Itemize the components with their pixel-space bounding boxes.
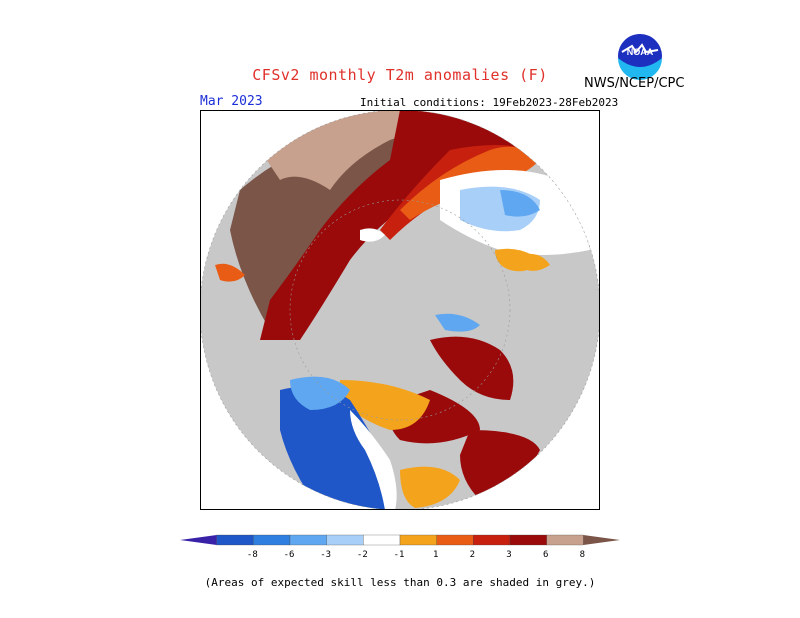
colorbar-swatch — [289, 534, 327, 546]
colorbar-tick-label: -1 — [394, 550, 405, 560]
latitude-circle-inner — [289, 199, 511, 421]
colorbar-swatch — [509, 534, 547, 546]
colorbar-tick-label: 2 — [470, 550, 475, 560]
colorbar-swatch — [399, 534, 437, 546]
chart-title: CFSv2 monthly T2m anomalies (F) — [252, 66, 548, 84]
colorbar-tick-label: -6 — [284, 550, 295, 560]
colorbar-tick-label: -2 — [357, 550, 368, 560]
polar-anomaly-map — [200, 110, 600, 510]
anomaly-region-blue-alaska — [290, 376, 350, 410]
anomaly-region-orange-ne — [520, 253, 550, 271]
anomaly-region-orange-east — [400, 466, 460, 508]
colorbar-swatch — [436, 534, 474, 546]
anomaly-region-quebec — [460, 430, 540, 500]
anomaly-region-blue-arctic — [435, 313, 480, 332]
initial-conditions: Initial conditions: 19Feb2023-28Feb2023 — [360, 96, 619, 109]
colorbar-tick-label: -8 — [247, 550, 258, 560]
anomaly-region-orange-canada — [340, 380, 430, 430]
colorbar-arrow-left — [180, 535, 217, 545]
map-frame — [200, 110, 600, 510]
colorbar: -8 -6 -3 -2 -1 1 2 3 6 8 — [180, 534, 620, 560]
colorbar-swatch — [216, 534, 254, 546]
colorbar-arrow-right — [583, 535, 620, 545]
anomaly-region-orange-west — [215, 263, 245, 282]
anomaly-region-near-normal-small — [360, 228, 385, 242]
colorbar-tick-label: 8 — [580, 550, 585, 560]
footnote: (Areas of expected skill less than 0.3 a… — [204, 576, 596, 589]
agency-label: NWS/NCEP/CPC — [584, 76, 685, 91]
anomaly-region-white-strip — [350, 410, 397, 510]
colorbar-swatch — [473, 534, 511, 546]
colorbar-swatch — [326, 534, 364, 546]
colorbar-tick-label: 1 — [433, 550, 438, 560]
colorbar-tick-label: 6 — [543, 550, 548, 560]
anomaly-region-dark-blue — [280, 386, 395, 510]
anomaly-region-blue — [500, 190, 540, 217]
colorbar-swatch — [546, 534, 584, 546]
colorbar-tick-label: -3 — [320, 550, 331, 560]
noaa-logo: NOAA — [618, 34, 662, 80]
colorbar-swatch — [253, 534, 291, 546]
logo-text: NOAA — [627, 47, 654, 57]
anomaly-region-greenland — [430, 336, 514, 400]
forecast-month: Mar 2023 — [200, 94, 263, 109]
colorbar-tick-label: 3 — [506, 550, 511, 560]
colorbar-swatch — [363, 534, 401, 546]
